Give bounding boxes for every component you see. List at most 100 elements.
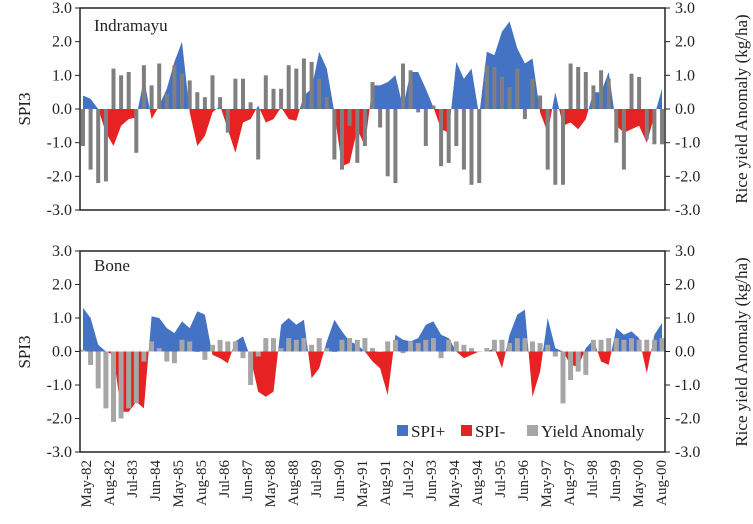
yield-bar [537,343,543,352]
yield-bar [164,93,169,109]
yield-bar [286,65,291,109]
yield-bar [439,109,444,167]
yield-bar [316,338,322,352]
y-tick-label-right: -2.0 [675,411,700,428]
yield-bar [599,70,604,109]
x-tick-label: Jul-95 [493,460,509,498]
yield-bar [552,351,558,357]
y-tick-label-right: 2.0 [675,34,695,51]
x-tick-label: May-88 [263,460,279,508]
yield-bar [561,109,565,185]
y-axis-label-right-indramayu: Rice yield Anomaly (kg/ha) [732,14,751,203]
yield-bar [195,92,200,109]
x-tick-label: Jul-83 [125,460,141,498]
y-tick-label-left: 2.0 [52,34,72,51]
yield-bar [491,339,497,352]
yield-bar [400,351,406,354]
y-tick-label-left: 2.0 [52,277,72,294]
yield-bar [453,341,459,352]
yield-bar [111,351,116,422]
yield-bar [103,351,109,409]
yield-bar [255,351,261,357]
yield-bar [545,344,551,352]
yield-bar [241,78,245,109]
yield-bar [385,341,391,352]
y-tick-label-left: -1.0 [47,377,72,394]
legend-label-spi-neg: SPI- [475,422,506,441]
y-tick-label-left: -2.0 [47,411,72,428]
x-tick-label: Jul-86 [217,460,233,498]
yield-bar [606,338,612,352]
yield-bar [103,109,108,182]
yield-bar [477,109,482,184]
x-tick-label: May-94 [447,460,463,508]
x-tick-label: Aug-97 [562,460,578,506]
yield-bar [484,65,489,109]
yield-bar [545,109,550,170]
yield-bar [96,109,101,184]
yield-bar [401,63,405,109]
panel-bone: Bone SPI3 Rice yield Anomaly (kg/ha) 3.0 3.0… [15,243,751,461]
yield-bar [636,339,642,352]
yield-bar [133,351,139,404]
yield-bar [164,351,170,362]
yield-bar [583,72,588,109]
yield-bar [324,97,329,109]
panel-title-bone: Bone [94,256,130,275]
yield-bar [126,72,131,109]
x-tick-label: Aug-91 [378,460,394,506]
yield-bar [149,341,155,352]
yield-bar [461,344,467,352]
yield-bar [515,68,520,109]
yield-bar [438,351,444,359]
x-tick-label: Jun-93 [424,460,440,501]
yield-bar [179,339,185,352]
yield-bar [591,85,596,109]
yield-bar [476,351,482,352]
yield-bar [568,351,574,380]
yield-bar [461,109,466,170]
yield-bar [347,338,353,352]
yield-bar [644,109,649,140]
yield-bar [614,109,619,143]
yield-bar [613,338,619,352]
yield-bar [469,109,474,185]
yield-bar [240,351,246,359]
y-tick-label-left: 0.0 [52,101,72,118]
yield-bar [590,339,596,352]
yield-bar [248,351,254,385]
yield-bar [651,339,657,352]
yield-bar [149,85,154,109]
yield-bar [309,344,315,352]
y-tick-label-right: 3.0 [675,0,695,17]
yield-bar [225,109,230,133]
yield-bar [378,109,383,128]
yield-bar [629,73,634,109]
yield-bar [514,338,520,352]
yield-bar [119,75,124,109]
yield-bar [652,109,657,145]
y-tick-label-right: 0.0 [675,344,695,361]
legend-swatch-spi-neg [461,425,472,436]
yield-bar [423,339,429,352]
yield-bar [332,109,337,160]
y-tick-label-right: 0.0 [675,101,695,118]
x-tick-label: Jun-96 [516,460,532,501]
yield-bar [392,339,398,352]
yield-bar [88,351,94,365]
yield-bar [423,109,428,146]
yield-bar [484,348,490,352]
x-tick-label: Aug-00 [654,460,670,506]
y-tick-label-right: 1.0 [675,310,695,327]
yield-bar [202,97,207,109]
yield-bar [141,65,146,109]
yield-bar [218,97,223,109]
yield-bar [538,95,543,109]
yield-bar [430,338,436,352]
yield-bar [507,343,513,352]
yield-bar [286,338,292,352]
x-tick-label: Aug-88 [286,460,302,506]
x-tick-label: Aug-94 [470,460,486,506]
legend-swatch-spi-pos [397,425,408,436]
y-tick-label-left: 0.0 [52,344,72,361]
